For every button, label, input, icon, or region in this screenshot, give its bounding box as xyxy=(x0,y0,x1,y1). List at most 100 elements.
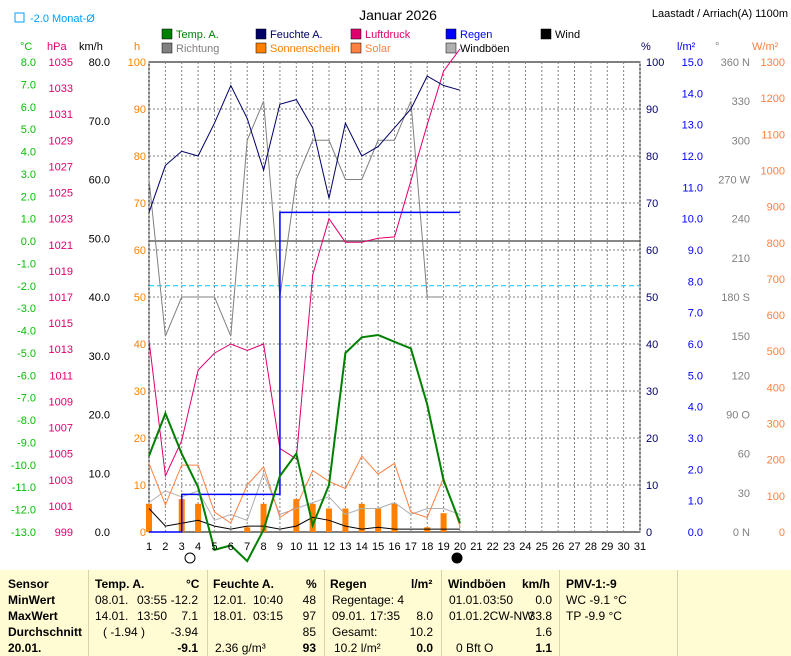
unit-direction: ° xyxy=(715,41,719,53)
summary-max-label: MaxWert xyxy=(8,609,58,623)
x-tick-label: 7 xyxy=(244,541,250,553)
pressure-tick-label: 1021 xyxy=(49,240,73,252)
x-tick-label: 10 xyxy=(290,541,302,553)
sunshine-bar xyxy=(293,499,300,532)
summary-header-temp-unit: °C xyxy=(186,577,200,591)
summary-min-hum-time: 10:40 xyxy=(253,593,284,607)
summary-header-rain-unit: l/m² xyxy=(411,577,433,591)
solar-tick-label: 1300 xyxy=(761,57,785,69)
x-tick-label: 29 xyxy=(601,541,613,553)
wind-tick-label: 60.0 xyxy=(89,175,110,187)
unit-humidity: % xyxy=(641,41,651,53)
pressure-tick-label: 1017 xyxy=(49,292,73,304)
rain-tick-label: 6.0 xyxy=(688,339,703,351)
axes: 1 2 3 4 5 6 7 8 9 10 11 12 13 14 15 16 17 18 19 20 21 22 23 24 2… xyxy=(11,57,785,553)
summary-min-pmv: WC -9.1 °C xyxy=(566,593,627,607)
legend-label: Luftdruck xyxy=(365,29,411,41)
sun-tick-label: 20 xyxy=(134,433,146,445)
sun-tick-label: 70 xyxy=(134,198,146,210)
summary-divider xyxy=(441,570,442,656)
x-tick-label: 25 xyxy=(536,541,548,553)
legend: Temp. A. Feuchte A. Luftdruck Regen Wind Rich… xyxy=(161,28,580,55)
pressure-tick-label: 1025 xyxy=(49,188,73,200)
summary-min-wind-date: 01.01. xyxy=(449,593,483,607)
direction-tick-label: 90 O xyxy=(726,410,750,422)
sun-tick-label: 30 xyxy=(134,386,146,398)
temp-tick-label: -11.0 xyxy=(12,482,36,494)
wind-tick-label: 50.0 xyxy=(89,233,110,245)
temp-tick-label: -1.0 xyxy=(17,258,36,270)
humidity-tick-label: 50 xyxy=(646,292,658,304)
pressure-tick-label: 1019 xyxy=(49,266,73,278)
weather-chart: 1 2 3 4 5 6 7 8 9 10 11 12 13 14 15 16 17 18 19 20 21 22 23 24 2… xyxy=(11,7,788,564)
temp-tick-label: 1.0 xyxy=(21,214,36,226)
humidity-tick-label: 60 xyxy=(646,245,658,257)
summary-min-rain-info: Regentage: 4 xyxy=(332,593,405,607)
x-tick-label: 15 xyxy=(372,541,384,553)
summary-day-wind-val: 1.1 xyxy=(535,641,552,655)
temp-tick-label: -9.0 xyxy=(17,437,36,449)
legend-label: Sonnenschein xyxy=(270,43,340,55)
x-tick-label: 8 xyxy=(261,541,267,553)
summary-max-temp-time: 13:50 xyxy=(137,609,168,623)
x-tick-label: 9 xyxy=(277,541,283,553)
pressure-tick-label: 1029 xyxy=(49,135,73,147)
x-tick-label: 1 xyxy=(146,541,152,553)
solar-tick-label: 1200 xyxy=(761,93,785,105)
summary-max-hum-time: 03:15 xyxy=(253,609,284,623)
pressure-tick-label: 1005 xyxy=(49,449,73,461)
full-moon-icon xyxy=(184,552,196,564)
x-tick-label: 28 xyxy=(585,541,597,553)
wind-tick-label: 30.0 xyxy=(89,351,110,363)
x-tick-label: 3 xyxy=(179,541,185,553)
summary-max-temp-date: 14.01. xyxy=(95,609,129,623)
temp-tick-label: -7.0 xyxy=(17,393,36,405)
temp-tick-label: -13.0 xyxy=(11,527,36,539)
x-tick-label: 23 xyxy=(503,541,515,553)
sun-tick-label: 50 xyxy=(134,292,146,304)
temp-tick-label: -6.0 xyxy=(17,370,36,382)
solar-tick-label: 300 xyxy=(767,419,785,431)
unit-wind: km/h xyxy=(79,41,103,53)
legend-label: Windböen xyxy=(460,43,510,55)
summary-min-wind-time: 03:50 xyxy=(483,593,514,607)
pressure-tick-label: 1015 xyxy=(49,318,73,330)
humidity-tick-label: 90 xyxy=(646,104,658,116)
pressure-tick-label: 1035 xyxy=(49,57,73,69)
summary-divider xyxy=(88,570,89,656)
x-tick-label: 11 xyxy=(307,541,318,553)
summary-max-rain-time: 17:35 xyxy=(370,609,401,623)
direction-tick-label: 240 xyxy=(732,214,750,226)
solar-tick-label: 800 xyxy=(767,238,785,250)
x-tick-label: 26 xyxy=(552,541,564,553)
summary-header-sensor: Sensor xyxy=(8,577,49,591)
legend-label: Feuchte A. xyxy=(270,29,323,41)
sunshine-bar xyxy=(375,508,382,532)
sunshine-bar xyxy=(358,503,365,532)
summary-min-hum-date: 12.01. xyxy=(213,593,247,607)
pressure-tick-label: 1011 xyxy=(49,370,73,382)
temp-tick-label: -3.0 xyxy=(17,303,36,315)
summary-min-temp-date: 08.01. xyxy=(95,593,129,607)
summary-header-hum: Feuchte A. xyxy=(213,577,274,591)
sun-tick-label: 80 xyxy=(134,151,146,163)
rain-tick-label: 8.0 xyxy=(688,276,703,288)
month-avg-swatch xyxy=(14,12,25,23)
pressure-tick-label: 1033 xyxy=(49,83,73,95)
humidity-tick-label: 70 xyxy=(646,198,658,210)
summary-avg-temp-val: -3.94 xyxy=(170,625,198,639)
series-line-regen xyxy=(149,211,460,533)
x-tick-label: 20 xyxy=(454,541,466,553)
direction-tick-label: 60 xyxy=(738,449,750,461)
summary-max-hum-val: 97 xyxy=(302,609,316,623)
summary-min-label: MinWert xyxy=(8,593,56,607)
x-tick-label: 30 xyxy=(618,541,630,553)
pressure-tick-label: 1001 xyxy=(49,501,73,513)
summary-max-hum-date: 18.01. xyxy=(213,609,247,623)
temp-tick-label: 5.0 xyxy=(21,124,36,136)
rain-tick-label: 11.0 xyxy=(682,182,703,194)
sunshine-bar xyxy=(440,513,447,532)
solar-tick-label: 700 xyxy=(767,274,785,286)
rain-tick-label: 7.0 xyxy=(688,308,703,320)
wind-tick-label: 80.0 xyxy=(89,57,110,69)
